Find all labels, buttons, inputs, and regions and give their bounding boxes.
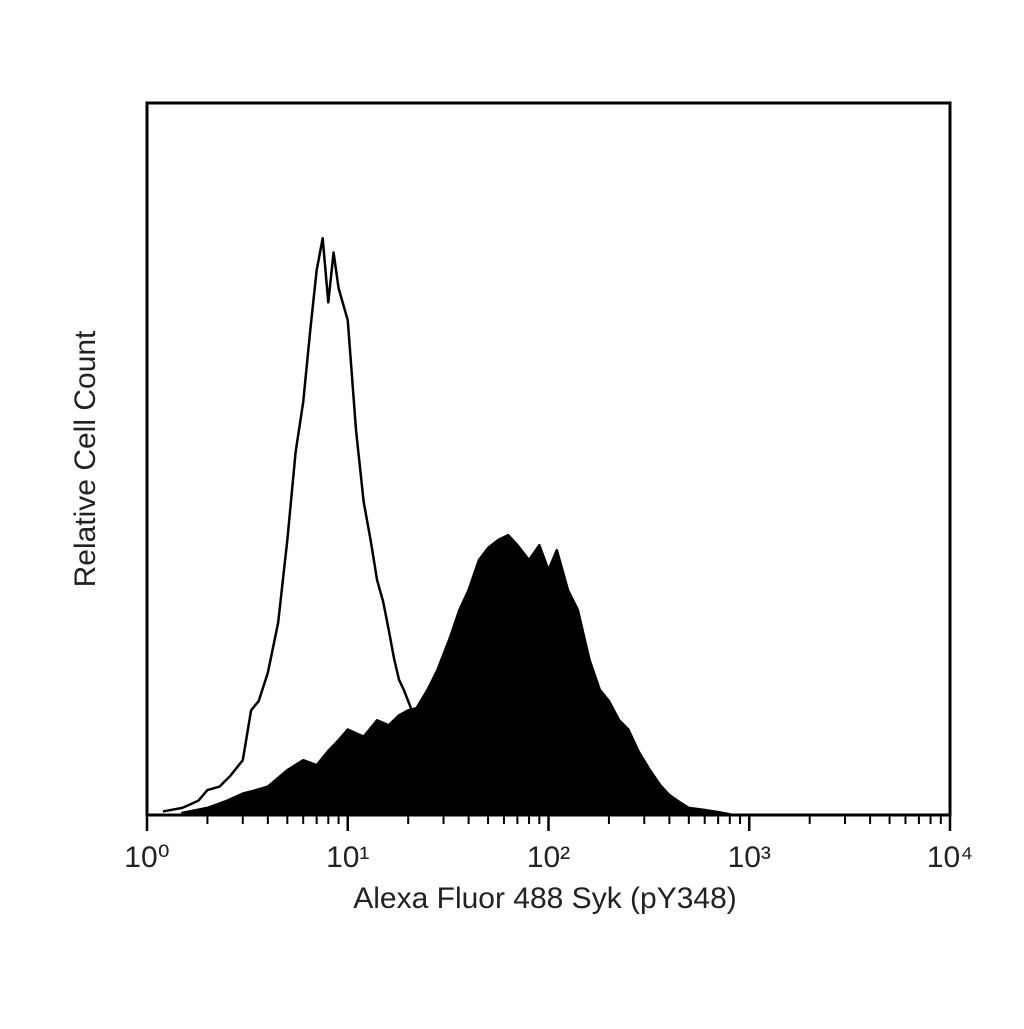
y-axis-label: Relative Cell Count [69,330,102,587]
x-tick-label: 10² [527,841,570,874]
x-axis-label: Alexa Fluor 488 Syk (pY348) [353,882,737,915]
outline-histogram [162,237,418,813]
x-tick-label: 10³ [728,841,771,874]
x-tick-label: 10⁴ [927,841,973,874]
x-tick-label: 10⁰ [124,841,169,874]
filled-histogram [181,533,732,817]
x-tick-label: 10¹ [326,841,369,874]
